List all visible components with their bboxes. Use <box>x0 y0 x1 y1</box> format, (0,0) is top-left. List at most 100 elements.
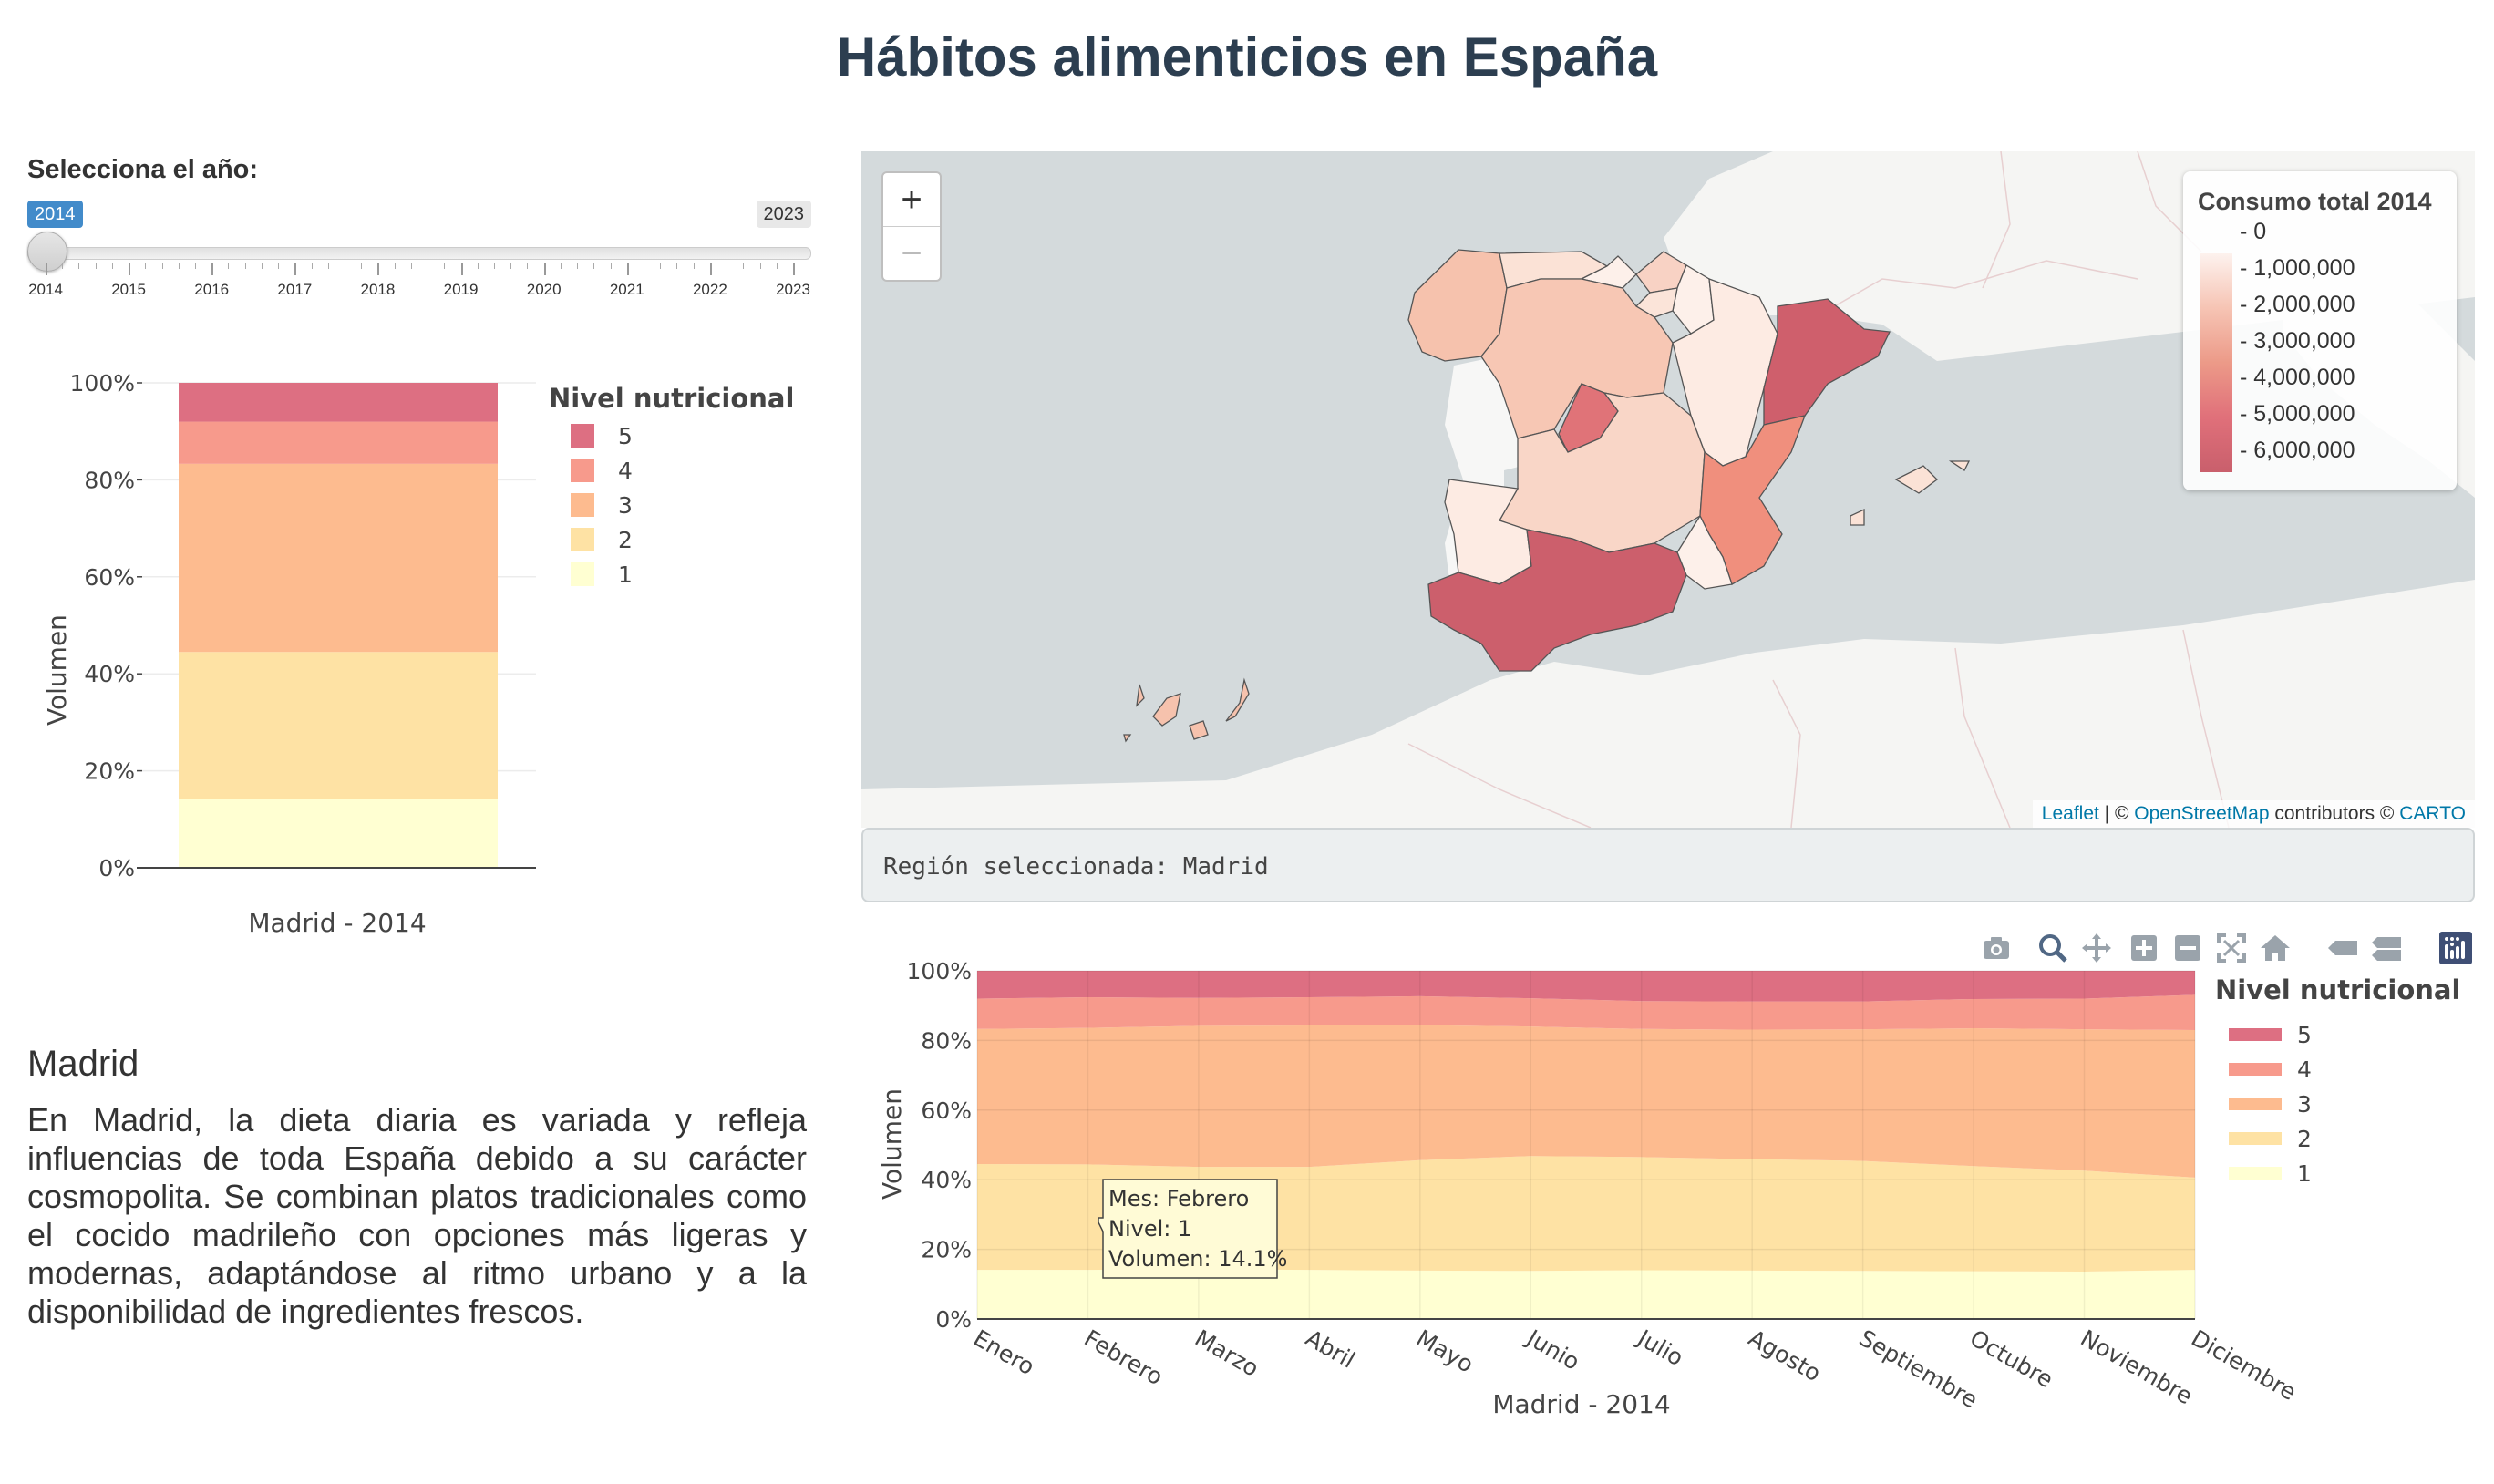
bar-y-tick-label: 100% <box>70 370 135 397</box>
map-legend-title: Consumo total 2014 <box>2198 188 2432 215</box>
slider-tick <box>543 263 546 275</box>
bar-legend-swatch[interactable] <box>571 424 594 448</box>
zoom-control: + − <box>881 171 942 282</box>
map-attribution: Leaflet | © OpenStreetMap contributors ©… <box>2032 800 2475 828</box>
slider-tick <box>46 263 47 275</box>
area-x-tick-label: Abril <box>1301 1324 1359 1374</box>
bar-legend-label[interactable]: 2 <box>618 527 633 553</box>
area-x-tick-label: Enero <box>969 1324 1039 1380</box>
slider-minor-tick <box>477 263 479 269</box>
slider-minor-tick <box>560 263 562 269</box>
slider-minor-tick <box>444 263 446 269</box>
area-x-tick-label: Mayo <box>1412 1324 1479 1378</box>
area-x-tick-label: Julio <box>1632 1324 1688 1371</box>
region-canarias <box>1123 677 1250 743</box>
area-legend-swatch[interactable] <box>2229 1098 2282 1110</box>
bar-legend-label[interactable]: 3 <box>618 492 633 519</box>
slider-tick <box>709 263 712 275</box>
slider-minor-tick <box>776 263 778 269</box>
plotly-logo-icon[interactable] <box>2437 930 2474 966</box>
carto-link[interactable]: CARTO <box>2399 803 2466 824</box>
slider-minor-tick <box>145 263 147 269</box>
bar-legend-label[interactable]: 1 <box>618 562 633 588</box>
spain-regions[interactable] <box>1123 249 1971 743</box>
attribution-contributors: contributors © <box>2269 803 2400 824</box>
bar-y-tick-label: 20% <box>84 758 135 785</box>
slider-tick <box>793 263 795 275</box>
area-series-level-2[interactable] <box>977 1156 2195 1273</box>
area-legend-swatch[interactable] <box>2229 1167 2282 1180</box>
slider-tick <box>129 263 131 275</box>
area-series-level-3[interactable] <box>977 1025 2195 1178</box>
zoom-icon[interactable] <box>2035 930 2071 966</box>
slider-ticks: 2014 2015 2016 2017 2018 2019 2020 2021 2022 2023 <box>28 263 810 308</box>
area-x-tick-label: Diciembre <box>2187 1324 2301 1406</box>
pan-icon[interactable] <box>2078 930 2115 966</box>
area-legend-label[interactable]: 5 <box>2297 1022 2312 1048</box>
area-series-level-4[interactable] <box>977 994 2195 1030</box>
bar-segment-level-5[interactable] <box>179 383 498 422</box>
area-x-tick-label: Septiembre <box>1855 1324 1983 1413</box>
area-legend-swatch[interactable] <box>2229 1132 2282 1145</box>
region-description: En Madrid, la dieta diaria es variada y … <box>27 1101 807 1330</box>
slider-handle[interactable] <box>27 232 67 272</box>
choropleth-map[interactable]: + − Consumo total 2014 - 0 - 1,000,000 - 2… <box>861 151 2475 828</box>
bar-legend-swatch[interactable] <box>571 528 594 551</box>
area-legend-swatch[interactable] <box>2229 1063 2282 1076</box>
slider-tick-label: 2020 <box>526 281 562 298</box>
bar-legend-title: Nivel nutricional <box>549 383 794 414</box>
hover-closest-icon[interactable] <box>2324 930 2361 966</box>
zoom-out-icon[interactable] <box>2169 930 2206 966</box>
area-legend-label[interactable]: 3 <box>2297 1091 2312 1118</box>
slider-tick-label: 2019 <box>443 281 479 298</box>
slider-minor-tick <box>510 263 512 269</box>
bar-segment-level-2[interactable] <box>179 652 498 799</box>
bar-legend-label[interactable]: 4 <box>618 458 633 484</box>
slider-tick-label: 2016 <box>194 281 230 298</box>
slider-minor-tick <box>195 263 196 269</box>
area-series-level-5[interactable] <box>977 971 2195 1002</box>
area-legend-label[interactable]: 2 <box>2297 1126 2312 1152</box>
bar-legend-swatch[interactable] <box>571 562 594 586</box>
reset-axes-icon[interactable] <box>2257 930 2293 966</box>
chart-toolbar <box>1978 930 2479 966</box>
region-rioja <box>1634 287 1678 318</box>
slider-minor-tick <box>577 263 579 269</box>
slider-track[interactable] <box>27 247 811 260</box>
autoscale-icon[interactable] <box>2213 930 2250 966</box>
bar-legend-swatch[interactable] <box>571 493 594 517</box>
bar-segment-level-3[interactable] <box>179 463 498 653</box>
bar-legend-label[interactable]: 5 <box>618 423 633 449</box>
leaflet-link[interactable]: Leaflet <box>2041 803 2099 824</box>
attribution-separator: | © <box>2098 803 2135 824</box>
area-legend-label[interactable]: 1 <box>2297 1160 2312 1187</box>
zoom-in-button[interactable]: + <box>901 180 922 220</box>
zoom-in-icon[interactable] <box>2126 930 2162 966</box>
area-legend-label[interactable]: 4 <box>2297 1056 2312 1083</box>
slider-tick-label: 2017 <box>277 281 313 298</box>
slider-minor-tick <box>593 263 595 269</box>
slider-tick-label: 2014 <box>28 281 63 298</box>
slider-minor-tick <box>278 263 280 269</box>
osm-link[interactable]: OpenStreetMap <box>2134 803 2270 824</box>
bar-segment-level-4[interactable] <box>179 421 498 464</box>
slider-minor-tick <box>527 263 529 269</box>
slider-current-value: 2014 <box>27 201 83 228</box>
bar-legend-swatch[interactable] <box>571 459 594 482</box>
zoom-out-button[interactable]: − <box>883 226 940 280</box>
area-legend-swatch[interactable] <box>2229 1028 2282 1041</box>
map-legend-label: - 0 <box>2240 219 2267 244</box>
area-y-tick-label: 100% <box>907 958 972 984</box>
slider-tick <box>377 263 380 275</box>
year-slider[interactable]: 2014 2023 2014 2015 2016 2017 2018 2019 2020 20… <box>27 199 811 308</box>
camera-icon[interactable] <box>1978 930 2015 966</box>
slider-minor-tick <box>676 263 678 269</box>
area-series-level-1[interactable] <box>977 1269 2195 1319</box>
area-legend-title: Nivel nutricional <box>2215 974 2460 1005</box>
area-y-tick-label: 0% <box>935 1306 972 1333</box>
tooltip-nivel: Nivel: 1 <box>1108 1216 1191 1242</box>
bar-segment-level-1[interactable] <box>179 799 498 868</box>
slider-max-value: 2023 <box>756 201 811 228</box>
slider-minor-tick <box>327 263 329 269</box>
hover-compare-icon[interactable] <box>2368 930 2405 966</box>
